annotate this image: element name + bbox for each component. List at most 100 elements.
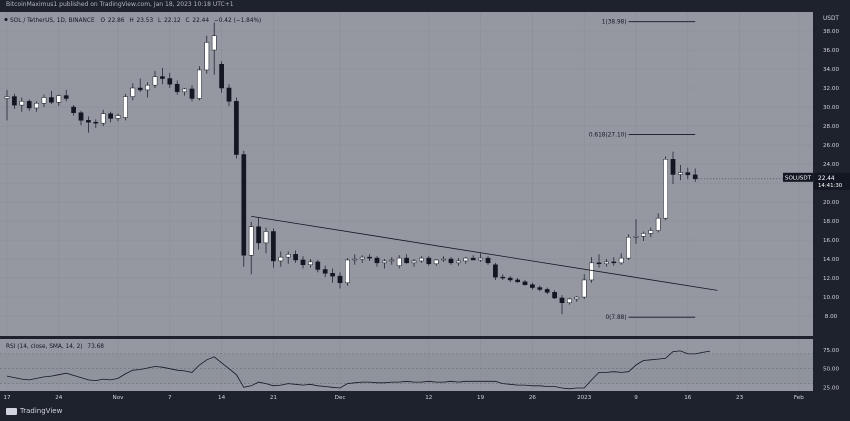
candle-body bbox=[544, 289, 550, 293]
candle bbox=[604, 259, 609, 267]
candle bbox=[493, 262, 498, 280]
legend-change: −0.42 (−1.84%) bbox=[214, 18, 261, 24]
candle bbox=[278, 251, 284, 267]
candle-body bbox=[86, 120, 91, 123]
candle-body bbox=[308, 261, 313, 265]
candle-body bbox=[197, 69, 202, 99]
tradingview-logo[interactable]: TradingView bbox=[6, 407, 62, 415]
candle-body bbox=[26, 101, 32, 109]
candle-body bbox=[463, 257, 469, 262]
price-tick-label: 24.00 bbox=[823, 162, 839, 168]
candle-body bbox=[655, 217, 661, 231]
candle-body bbox=[359, 256, 365, 260]
candle bbox=[63, 89, 69, 102]
candle bbox=[248, 221, 254, 275]
candle-body bbox=[322, 269, 328, 274]
svg-text:SOL / TetherUS, 1D, BINANCE: SOL / TetherUS, 1D, BINANCE O 22.86 H 23… bbox=[10, 18, 261, 24]
chart-canvas[interactable]: 8.0010.0012.0014.0016.0018.0020.0022.002… bbox=[0, 12, 850, 404]
candle-body bbox=[152, 76, 158, 86]
current-price-tag[interactable]: SOLUSDT 22.44 14:41:30 bbox=[783, 172, 850, 190]
time-tick-label: 23 bbox=[736, 395, 744, 401]
time-tick-label: 9 bbox=[634, 395, 638, 401]
price-tick-label: 12.00 bbox=[823, 276, 839, 282]
candle bbox=[463, 257, 469, 264]
candle bbox=[189, 85, 195, 102]
candle bbox=[315, 259, 321, 273]
candle bbox=[389, 257, 395, 265]
candle-body bbox=[574, 296, 580, 300]
candle bbox=[86, 116, 91, 133]
candle bbox=[544, 287, 550, 295]
candle-body bbox=[685, 172, 691, 176]
candle-body bbox=[581, 279, 587, 298]
candle-body bbox=[419, 257, 424, 262]
time-tick-label: 16 bbox=[684, 395, 692, 401]
price-tick-label: 18.00 bbox=[823, 219, 839, 225]
candle-body bbox=[596, 262, 602, 265]
candle-body bbox=[367, 256, 372, 259]
candle bbox=[293, 250, 298, 263]
candle bbox=[567, 297, 572, 305]
price-tick-label: 28.00 bbox=[823, 124, 839, 130]
price-tick-label: 10.00 bbox=[823, 295, 839, 301]
candle bbox=[352, 254, 358, 265]
rsi-axis[interactable]: 25.00 50.00 75.00 bbox=[823, 348, 839, 391]
fib-label-1: 1(38.98) bbox=[602, 20, 627, 26]
candle-body bbox=[123, 96, 128, 118]
candle bbox=[611, 257, 617, 266]
rsi-tick-label: 75.00 bbox=[823, 348, 839, 354]
candle bbox=[137, 78, 143, 92]
candle-body bbox=[641, 233, 646, 237]
legend-low: 22.12 bbox=[164, 18, 181, 24]
candle-body bbox=[19, 101, 25, 106]
symbol-tag-label: SOLUSDT bbox=[785, 175, 812, 181]
rsi-line bbox=[6, 350, 711, 390]
candles bbox=[4, 22, 698, 315]
candle-body bbox=[382, 260, 387, 264]
candle bbox=[12, 93, 17, 109]
time-tick-label: Nov bbox=[113, 395, 125, 401]
candle-body bbox=[485, 257, 491, 264]
time-axis[interactable]: 17 24 Nov 7 14 21 Dec 12 19 26 2023 9 16 23 Feb bbox=[3, 395, 804, 401]
candle bbox=[433, 259, 439, 266]
candle-body bbox=[611, 261, 617, 264]
candle-body bbox=[589, 262, 594, 281]
candle bbox=[648, 227, 654, 238]
candle bbox=[359, 255, 365, 263]
grid bbox=[0, 12, 813, 391]
candle-body bbox=[145, 84, 150, 91]
legend-open: 22.86 bbox=[108, 18, 125, 24]
candle-body bbox=[34, 102, 39, 109]
candle bbox=[271, 228, 276, 268]
time-tick-label: 2023 bbox=[577, 395, 592, 401]
candle-body bbox=[300, 259, 306, 265]
candle bbox=[219, 61, 224, 93]
candle bbox=[204, 35, 210, 74]
rsi-tick-label: 25.00 bbox=[823, 385, 839, 391]
candle bbox=[367, 254, 372, 261]
candle bbox=[581, 274, 587, 299]
bottom-bar: TradingView bbox=[0, 404, 850, 421]
price-tag-box bbox=[814, 172, 850, 190]
candle bbox=[4, 89, 10, 121]
candle-body bbox=[241, 154, 247, 256]
candle bbox=[670, 151, 676, 184]
candle bbox=[641, 231, 646, 241]
candle-body bbox=[115, 115, 121, 119]
legend-close: 22.44 bbox=[192, 18, 209, 24]
price-tick-label: 16.00 bbox=[823, 238, 839, 244]
candle-body bbox=[618, 257, 624, 264]
price-pane[interactable] bbox=[0, 12, 813, 336]
candle-body bbox=[670, 159, 676, 175]
time-tick-label: 26 bbox=[529, 395, 537, 401]
candle-body bbox=[552, 292, 557, 299]
candle bbox=[441, 256, 446, 262]
candle-body bbox=[100, 113, 106, 124]
candle-body bbox=[493, 264, 498, 278]
candle bbox=[160, 68, 165, 85]
time-tick-label: 14 bbox=[218, 395, 226, 401]
candle bbox=[337, 272, 343, 289]
candle-body bbox=[530, 284, 535, 288]
candle bbox=[618, 253, 624, 265]
candle-body bbox=[404, 257, 409, 264]
